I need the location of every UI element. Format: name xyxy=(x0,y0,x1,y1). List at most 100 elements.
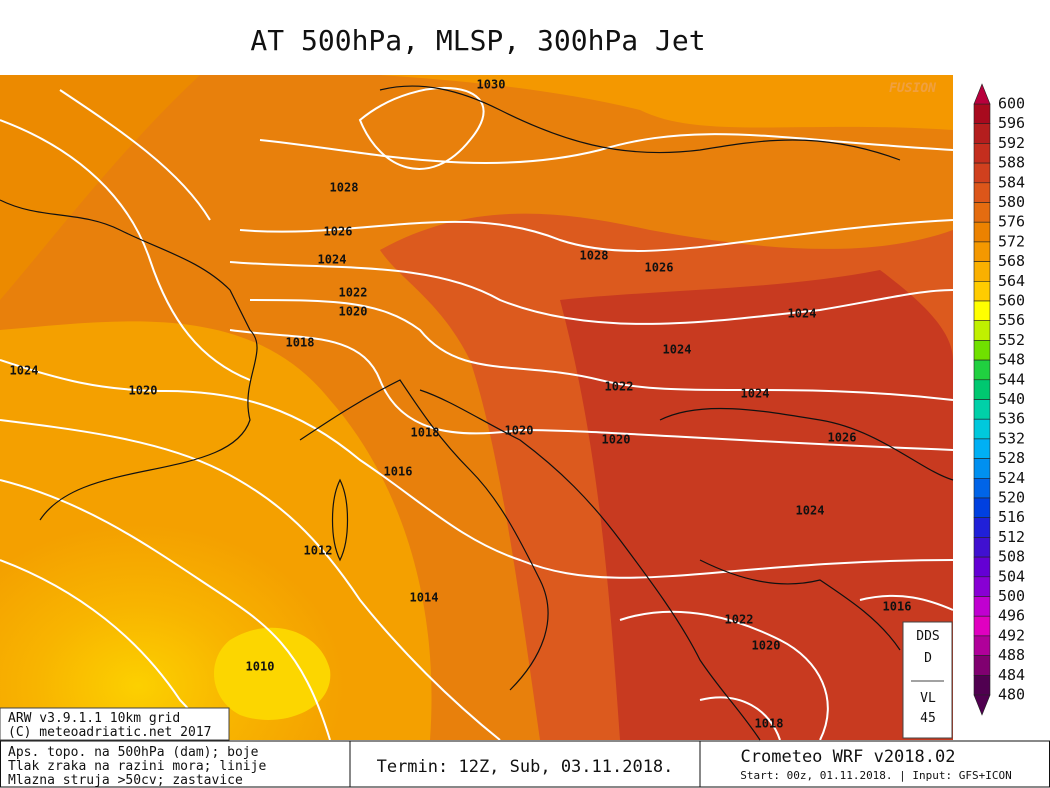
isobar-label: 1018 xyxy=(755,717,784,731)
legend-line: Aps. topo. na 500hPa (dam); boje xyxy=(8,745,259,760)
isobar-label: 1022 xyxy=(339,286,368,300)
isobar-label: 1012 xyxy=(304,544,333,558)
side-box-text: DDS xyxy=(916,629,939,644)
colorbar-label: 596 xyxy=(998,114,1025,132)
colorbar-label: 576 xyxy=(998,213,1025,231)
isobar-label: 1022 xyxy=(605,380,634,394)
isobar-label: 1010 xyxy=(246,660,275,674)
watermark: FUSION xyxy=(889,81,936,96)
isobar-label: 1014 xyxy=(410,591,439,605)
colorbar-label: 520 xyxy=(998,489,1025,507)
colorbar-label: 532 xyxy=(998,429,1025,447)
side-box-text: 45 xyxy=(920,711,936,726)
colorbar-label: 536 xyxy=(998,410,1025,428)
isobar-label: 1030 xyxy=(477,78,506,92)
colorbar-box xyxy=(973,576,991,597)
colorbar-box xyxy=(973,202,991,223)
colorbar-label: 492 xyxy=(998,626,1025,644)
colorbar-box xyxy=(973,635,991,656)
colorbar-label: 544 xyxy=(998,370,1025,388)
colorbar-box xyxy=(973,123,991,144)
legend-line: Mlazna struja >50cv; zastavice xyxy=(8,773,243,788)
colorbar-box xyxy=(973,261,991,282)
colorbar-box xyxy=(973,517,991,538)
isobar-label: 1028 xyxy=(330,181,359,195)
brand: Crometeo WRF v2018.02 xyxy=(741,747,956,767)
side-box-text: VL xyxy=(920,691,936,706)
colorbar-box xyxy=(973,596,991,617)
isobar-label: 1028 xyxy=(580,249,609,263)
isobar-label: 1020 xyxy=(505,424,534,438)
isobar-label: 1026 xyxy=(828,431,857,445)
isobar-label: 1016 xyxy=(384,465,413,479)
isobar-label: 1018 xyxy=(411,426,440,440)
colorbar-label: 540 xyxy=(998,390,1025,408)
info-text: (C) meteoadriatic.net 2017 xyxy=(8,725,212,740)
info-box xyxy=(0,707,230,741)
isobar-label: 1024 xyxy=(788,307,817,321)
colorbar-box xyxy=(973,477,991,499)
run-info: Start: 00z, 01.11.2018. | Input: GFS+ICO… xyxy=(740,769,1012,782)
colorbar-box xyxy=(973,300,991,322)
title: AT 500hPa, MLSP, 300hPa Jet xyxy=(250,24,705,57)
isobar-label: 1020 xyxy=(602,433,631,447)
colorbar-label: 568 xyxy=(998,252,1025,270)
colorbar-box xyxy=(973,379,991,400)
colorbar-label: 548 xyxy=(998,351,1025,369)
colorbar-box xyxy=(973,399,991,420)
map: FUSION 1030 1028 1026 1024 1022 1020 1018 1024 1… xyxy=(0,75,954,741)
info-text: ARW v3.9.1.1 10km grid xyxy=(8,711,180,726)
footer xyxy=(0,740,1050,788)
colorbar-label: 516 xyxy=(998,508,1025,526)
colorbar-label: 484 xyxy=(998,666,1025,684)
colorbar-box xyxy=(973,655,991,676)
colorbar-box xyxy=(973,359,991,381)
colorbar-box xyxy=(973,162,991,184)
colorbar-label: 560 xyxy=(998,292,1025,310)
colorbar-label: 580 xyxy=(998,193,1025,211)
colorbar-label: 504 xyxy=(998,567,1025,585)
isobar-label: 1024 xyxy=(663,343,692,357)
side-box-text: D xyxy=(924,651,932,666)
isobar-label: 1016 xyxy=(883,600,912,614)
isobar-label: 1024 xyxy=(741,387,770,401)
colorbar-label: 572 xyxy=(998,232,1025,250)
colorbar-box xyxy=(973,241,991,262)
colorbar-label: 564 xyxy=(998,272,1025,290)
isobar-label: 1020 xyxy=(339,305,368,319)
colorbar-label: 480 xyxy=(998,686,1025,704)
colorbar-label: 600 xyxy=(998,95,1025,113)
colorbar-label: 508 xyxy=(998,548,1025,566)
colorbar-label: 552 xyxy=(998,331,1025,349)
isobar-label: 1024 xyxy=(10,364,39,378)
legend-line: Tlak zraka na razini mora; linije xyxy=(8,759,266,774)
colorbar-box xyxy=(973,674,991,696)
isobar-label: 1022 xyxy=(725,613,754,627)
colorbar-box xyxy=(973,556,991,578)
isobar-label: 1024 xyxy=(318,253,347,267)
colorbar-label: 512 xyxy=(998,528,1025,546)
colorbar-label: 488 xyxy=(998,646,1025,664)
colorbar-box xyxy=(973,340,991,361)
colorbar-arrow xyxy=(973,83,991,105)
colorbar-box xyxy=(973,458,991,479)
colorbar-label: 528 xyxy=(998,449,1025,467)
colorbar-box xyxy=(973,497,991,519)
colorbar-box xyxy=(973,103,991,125)
colorbar-label: 524 xyxy=(998,469,1025,487)
isobar-label: 1026 xyxy=(324,225,353,239)
colorbar-box xyxy=(973,438,991,459)
colorbar-label: 584 xyxy=(998,173,1025,191)
colorbar-label: 500 xyxy=(998,587,1025,605)
colorbar-box xyxy=(973,280,991,302)
colorbar-box xyxy=(973,615,991,637)
isobar-label: 1020 xyxy=(752,639,781,653)
colorbar: 6005965925885845805765725685645605565525… xyxy=(973,83,1025,716)
colorbar-label: 592 xyxy=(998,134,1025,152)
colorbar-label: 588 xyxy=(998,154,1025,172)
isobar-label: 1020 xyxy=(129,384,158,398)
colorbar-box xyxy=(973,320,991,341)
colorbar-box xyxy=(973,537,991,558)
colorbar-box xyxy=(973,182,991,203)
